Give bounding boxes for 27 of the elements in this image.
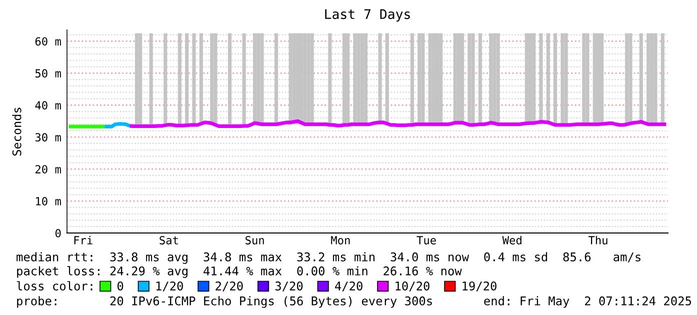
y-tick-label: 0	[55, 229, 61, 238]
legend-label: 2/20	[216, 281, 243, 292]
x-tick-label: Fri	[74, 236, 92, 244]
text: median rtt: 33.8 ms avg 34.8 ms max 33.2 ms min 34.0 ms now 0.4 ms sd 85.6 am/s	[16, 252, 640, 264]
legend-title: loss color:	[16, 281, 92, 290]
x-tick-label: Mon	[331, 236, 350, 244]
text: probe: 20 IPv6-ICMP Echo Pings (56 Bytes) every 300s end: Fri May 2 07:11:24 2025	[17, 296, 692, 308]
x-tick-label: Wed	[502, 236, 522, 244]
y-axis-title: Seconds	[12, 108, 22, 156]
legend-label: 3/20	[275, 281, 303, 292]
y-tick-label: 50 m	[35, 69, 61, 78]
y-tick-label: 40 m	[35, 101, 61, 110]
y-tick-label: 20 m	[36, 165, 61, 174]
y-tick-label: 30 m	[35, 133, 61, 142]
x-tick-label: Sun	[246, 236, 264, 244]
x-tick-label: Tue	[416, 236, 436, 244]
legend-label: 4/20	[335, 281, 362, 292]
x-tick-label: Sat	[160, 236, 178, 244]
text: packet loss: 24.29 % avg 41.44 % max 0.00 % min 26.16 % now	[17, 266, 462, 278]
y-tick-label: 10 m	[36, 197, 61, 206]
legend-label: 19/20	[462, 281, 496, 292]
y-tick-label: 60 m	[35, 37, 61, 46]
x-tick-label: Thu	[588, 236, 608, 244]
chart-title: Last 7 Days	[325, 9, 410, 22]
legend-label: 0	[118, 281, 124, 290]
legend-label: 1/20	[156, 281, 183, 292]
legend-label: 10/20	[396, 281, 430, 292]
